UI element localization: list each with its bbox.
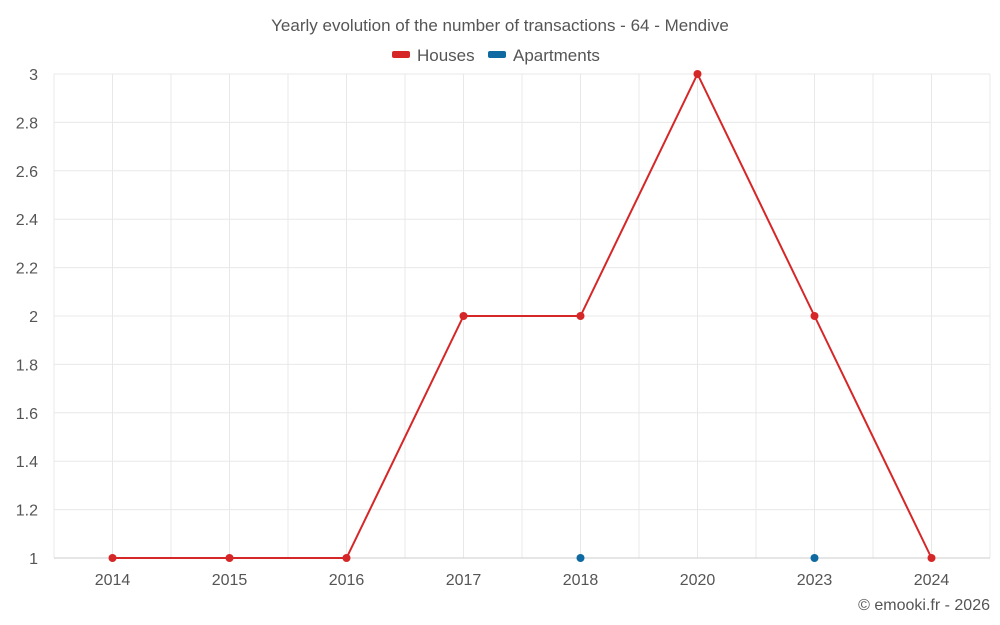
data-point[interactable] — [108, 554, 117, 562]
y-tick-label: 3 — [29, 67, 38, 84]
data-point[interactable] — [927, 554, 936, 562]
data-point[interactable] — [459, 312, 468, 320]
legend-swatch — [488, 51, 506, 58]
x-tick-label: 2016 — [329, 572, 365, 589]
x-tick-label: 2015 — [212, 572, 248, 589]
chart-title: Yearly evolution of the number of transa… — [271, 16, 729, 35]
y-tick-label: 1.6 — [16, 406, 38, 423]
legend-swatch — [392, 51, 410, 58]
legend-label: Apartments — [513, 46, 600, 65]
legend-item-apartments[interactable]: Apartments — [488, 46, 600, 65]
y-tick-label: 1.8 — [16, 357, 38, 374]
data-point[interactable] — [576, 312, 585, 320]
x-tick-label: 2018 — [563, 572, 599, 589]
legend: Houses Apartments — [392, 46, 600, 65]
legend-item-houses[interactable]: Houses — [392, 46, 475, 65]
y-tick-label: 1.4 — [16, 454, 38, 471]
series-layer — [108, 70, 936, 562]
y-axis: 1 1.2 1.4 1.6 1.8 2 2.2 2.4 2.6 2.8 3 — [16, 67, 38, 568]
y-tick-label: 2.2 — [16, 261, 38, 278]
y-tick-label: 2 — [29, 309, 38, 326]
data-point[interactable] — [810, 554, 819, 562]
legend-label: Houses — [417, 46, 475, 65]
data-point[interactable] — [810, 312, 819, 320]
x-tick-label: 2023 — [797, 572, 833, 589]
y-tick-label: 1 — [29, 551, 38, 568]
series-line — [112, 71, 933, 559]
y-tick-label: 2.4 — [16, 212, 38, 229]
y-tick-label: 2.8 — [16, 115, 38, 132]
credit-text: © emooki.fr - 2026 — [858, 597, 990, 614]
y-tick-label: 2.6 — [16, 164, 38, 181]
data-point[interactable] — [225, 554, 234, 562]
x-tick-label: 2014 — [95, 572, 131, 589]
data-point[interactable] — [342, 554, 351, 562]
y-tick-label: 1.2 — [16, 503, 38, 520]
x-tick-label: 2024 — [914, 572, 950, 589]
x-axis: 2014 2015 2016 2017 2018 2020 2023 2024 — [95, 572, 950, 589]
data-point[interactable] — [693, 70, 702, 78]
x-tick-label: 2020 — [680, 572, 716, 589]
data-point[interactable] — [576, 554, 585, 562]
series-houses — [108, 70, 936, 562]
x-tick-label: 2017 — [446, 572, 482, 589]
series-apartments — [576, 554, 819, 562]
